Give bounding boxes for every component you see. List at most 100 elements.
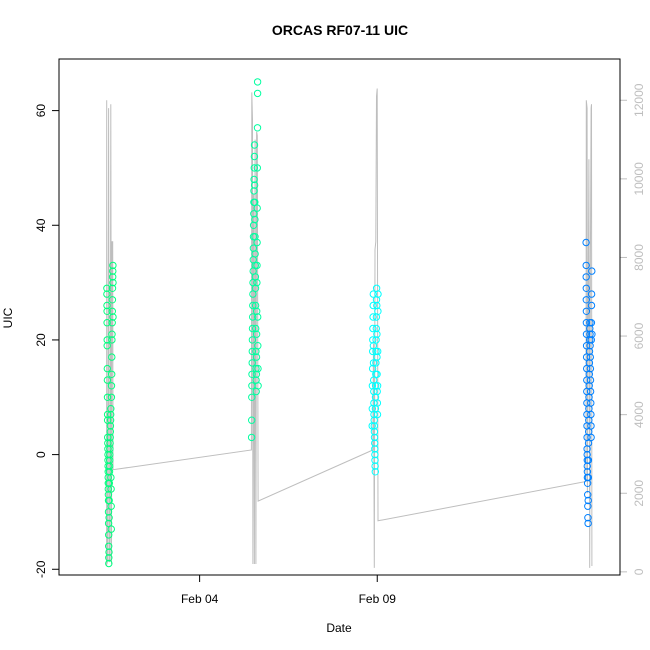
data-point [587,319,596,327]
data-point [103,393,112,401]
data-point [248,416,256,424]
data-point [253,124,262,132]
data-point [587,410,595,419]
data-point [371,456,379,464]
data-point [104,485,113,493]
y2-tick-label: 4000 [632,401,646,428]
data-point [583,468,592,476]
data-point [250,164,259,172]
data-point [109,273,117,281]
data-point [103,284,111,292]
data-point [370,428,379,436]
data-point [586,376,595,384]
data-point [584,473,592,482]
data-point [108,284,117,292]
data-point [586,387,595,396]
data-point [107,405,115,413]
data-point [585,359,594,367]
y2-tick-label: 6000 [632,322,646,349]
data-point [252,353,261,361]
data-point [587,433,595,442]
data-point [586,364,595,373]
data-point [250,141,259,149]
data-point [582,296,590,304]
data-point [253,164,261,172]
data-point [107,525,116,533]
data-point [369,324,377,333]
y2-tick-label: 2000 [632,480,646,507]
data-point [103,342,111,350]
data-point [252,330,261,338]
data-point [582,284,590,292]
data-point [583,450,591,459]
data-point [253,307,261,315]
data-point [103,376,112,384]
data-point [373,353,381,361]
data-point [107,502,115,510]
data-point [584,514,592,522]
data-points-layer [103,78,596,568]
data-point [582,273,590,281]
data-point [374,307,382,315]
chart-title: ORCAS RF07-11 UIC [272,22,408,38]
data-point [254,342,262,350]
y2-tick-label: 8000 [632,244,646,271]
data-point [105,559,113,568]
data-point [107,473,115,482]
data-point [587,290,596,298]
data-point [373,410,382,419]
y-tick-label: 0 [34,451,48,458]
data-point [584,519,592,528]
data-point [107,382,116,390]
data-point [253,89,262,98]
data-point [251,250,259,258]
data-point [373,387,381,396]
data-point [248,370,256,378]
data-point [106,433,114,442]
data-point [248,336,257,344]
data-point [105,514,113,522]
data-point [582,238,590,247]
data-point [108,296,117,304]
data-point [248,324,257,333]
data-point [374,290,382,298]
data-point [107,393,116,401]
data-point [253,278,261,287]
data-point [109,278,117,287]
data-point [369,301,377,310]
data-point [106,456,114,464]
data-point [370,422,378,430]
data-point [371,439,379,447]
y-tick-label: 60 [34,104,48,118]
data-point [107,410,115,419]
data-point [373,382,382,390]
data-point [587,399,595,407]
data-point [108,330,116,338]
data-point [108,307,117,315]
data-point [587,336,595,344]
data-point [103,290,111,298]
data-point [250,175,258,184]
axes-layer: -20 0 20 40 60 0 2000 4000 6000 8000 10000 12000 Feb… [34,83,646,606]
data-point [587,301,596,310]
data-point [587,422,595,430]
data-point [369,313,377,321]
data-point [106,416,115,424]
data-point [252,364,260,373]
data-point [106,450,114,459]
altitude-line [106,88,593,568]
data-point [108,336,116,344]
data-point [582,353,591,361]
data-point [250,210,258,218]
data-point [583,479,592,487]
data-point [106,445,114,453]
data-point [247,433,256,442]
data-point [248,359,256,367]
data-point [373,370,381,378]
plot-frame [58,58,621,576]
data-point [584,502,592,510]
data-point [107,485,115,493]
altitude-line-layer [106,88,593,568]
data-point [582,342,591,350]
